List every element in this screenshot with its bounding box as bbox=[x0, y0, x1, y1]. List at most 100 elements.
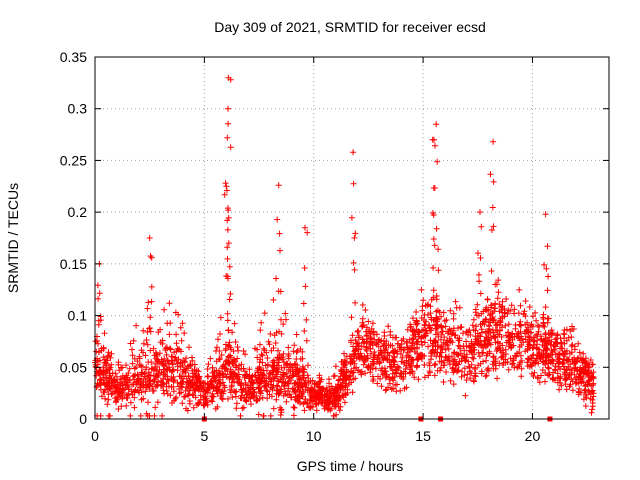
data-point bbox=[301, 407, 308, 414]
data-point bbox=[477, 290, 484, 297]
data-point bbox=[490, 223, 497, 230]
data-point bbox=[303, 337, 310, 344]
data-point bbox=[229, 329, 236, 336]
data-point bbox=[432, 338, 439, 345]
data-point bbox=[453, 368, 460, 375]
data-point bbox=[405, 358, 412, 365]
data-point bbox=[471, 366, 478, 372]
data-point bbox=[175, 311, 182, 318]
data-point bbox=[186, 400, 193, 407]
data-points bbox=[92, 74, 597, 422]
data-point bbox=[397, 344, 404, 351]
data-point bbox=[401, 346, 408, 353]
data-point bbox=[542, 369, 549, 376]
data-point bbox=[536, 349, 543, 356]
data-point bbox=[543, 350, 550, 357]
data-point bbox=[281, 364, 288, 371]
data-point bbox=[450, 381, 457, 388]
data-point bbox=[526, 304, 533, 310]
data-point bbox=[236, 362, 242, 369]
data-point bbox=[342, 382, 349, 389]
data-point bbox=[351, 234, 358, 241]
data-point bbox=[492, 355, 499, 362]
data-point bbox=[350, 343, 357, 350]
data-point bbox=[563, 347, 570, 354]
data-point bbox=[363, 324, 370, 331]
data-point bbox=[377, 375, 384, 382]
data-point bbox=[181, 366, 188, 373]
data-point bbox=[286, 374, 293, 381]
data-point bbox=[500, 359, 507, 366]
data-point bbox=[388, 386, 395, 393]
data-point bbox=[184, 407, 191, 414]
data-point bbox=[490, 178, 497, 185]
data-point bbox=[378, 367, 384, 374]
data-point bbox=[140, 340, 147, 347]
data-point bbox=[168, 375, 175, 382]
data-point bbox=[256, 359, 263, 366]
data-point bbox=[246, 366, 253, 373]
data-point bbox=[108, 376, 115, 382]
data-point bbox=[448, 331, 455, 338]
data-point bbox=[127, 412, 134, 419]
data-point bbox=[103, 381, 109, 388]
data-point bbox=[406, 369, 413, 376]
data-point bbox=[166, 367, 173, 374]
data-point bbox=[161, 355, 168, 362]
data-point bbox=[140, 327, 147, 334]
data-point bbox=[580, 396, 587, 403]
data-point bbox=[414, 344, 420, 351]
x-axis-label: GPS time / hours bbox=[297, 458, 404, 474]
data-point bbox=[495, 277, 502, 284]
data-point bbox=[129, 352, 136, 359]
data-point bbox=[373, 341, 380, 348]
data-point bbox=[367, 369, 374, 376]
data-point bbox=[132, 386, 139, 393]
data-point bbox=[167, 346, 174, 353]
data-point bbox=[411, 374, 418, 381]
data-point bbox=[239, 389, 246, 396]
data-point bbox=[431, 136, 437, 143]
data-point bbox=[492, 301, 499, 308]
data-point bbox=[422, 332, 429, 339]
data-point bbox=[499, 342, 506, 349]
data-point bbox=[495, 289, 502, 296]
data-point bbox=[219, 396, 226, 403]
data-point bbox=[124, 395, 131, 402]
data-point bbox=[450, 369, 457, 376]
data-point bbox=[163, 351, 170, 358]
data-point bbox=[171, 349, 178, 356]
data-point bbox=[293, 366, 300, 373]
data-point bbox=[100, 344, 107, 351]
x-tick-label: 10 bbox=[306, 428, 322, 444]
data-point bbox=[177, 324, 184, 331]
data-point bbox=[181, 358, 188, 365]
data-point bbox=[254, 354, 261, 361]
data-point bbox=[531, 342, 537, 349]
data-point bbox=[359, 302, 366, 308]
data-point bbox=[468, 361, 475, 368]
data-point bbox=[431, 242, 438, 249]
data-point bbox=[582, 361, 589, 367]
data-point bbox=[173, 340, 180, 347]
data-point bbox=[332, 403, 339, 410]
data-point bbox=[559, 360, 566, 367]
data-point bbox=[415, 329, 421, 336]
data-point bbox=[316, 378, 323, 385]
data-point bbox=[224, 275, 231, 282]
data-point bbox=[249, 391, 256, 398]
data-point bbox=[389, 348, 396, 355]
data-point bbox=[258, 387, 264, 394]
data-point bbox=[470, 316, 477, 323]
data-point bbox=[340, 376, 347, 383]
data-point bbox=[348, 214, 355, 221]
data-point bbox=[482, 306, 489, 313]
data-point bbox=[257, 327, 264, 334]
data-point bbox=[438, 364, 444, 371]
data-point bbox=[162, 347, 169, 353]
data-point bbox=[486, 322, 492, 329]
data-point bbox=[359, 315, 366, 322]
data-point bbox=[438, 324, 445, 331]
data-point bbox=[129, 360, 136, 367]
data-point bbox=[341, 358, 348, 365]
